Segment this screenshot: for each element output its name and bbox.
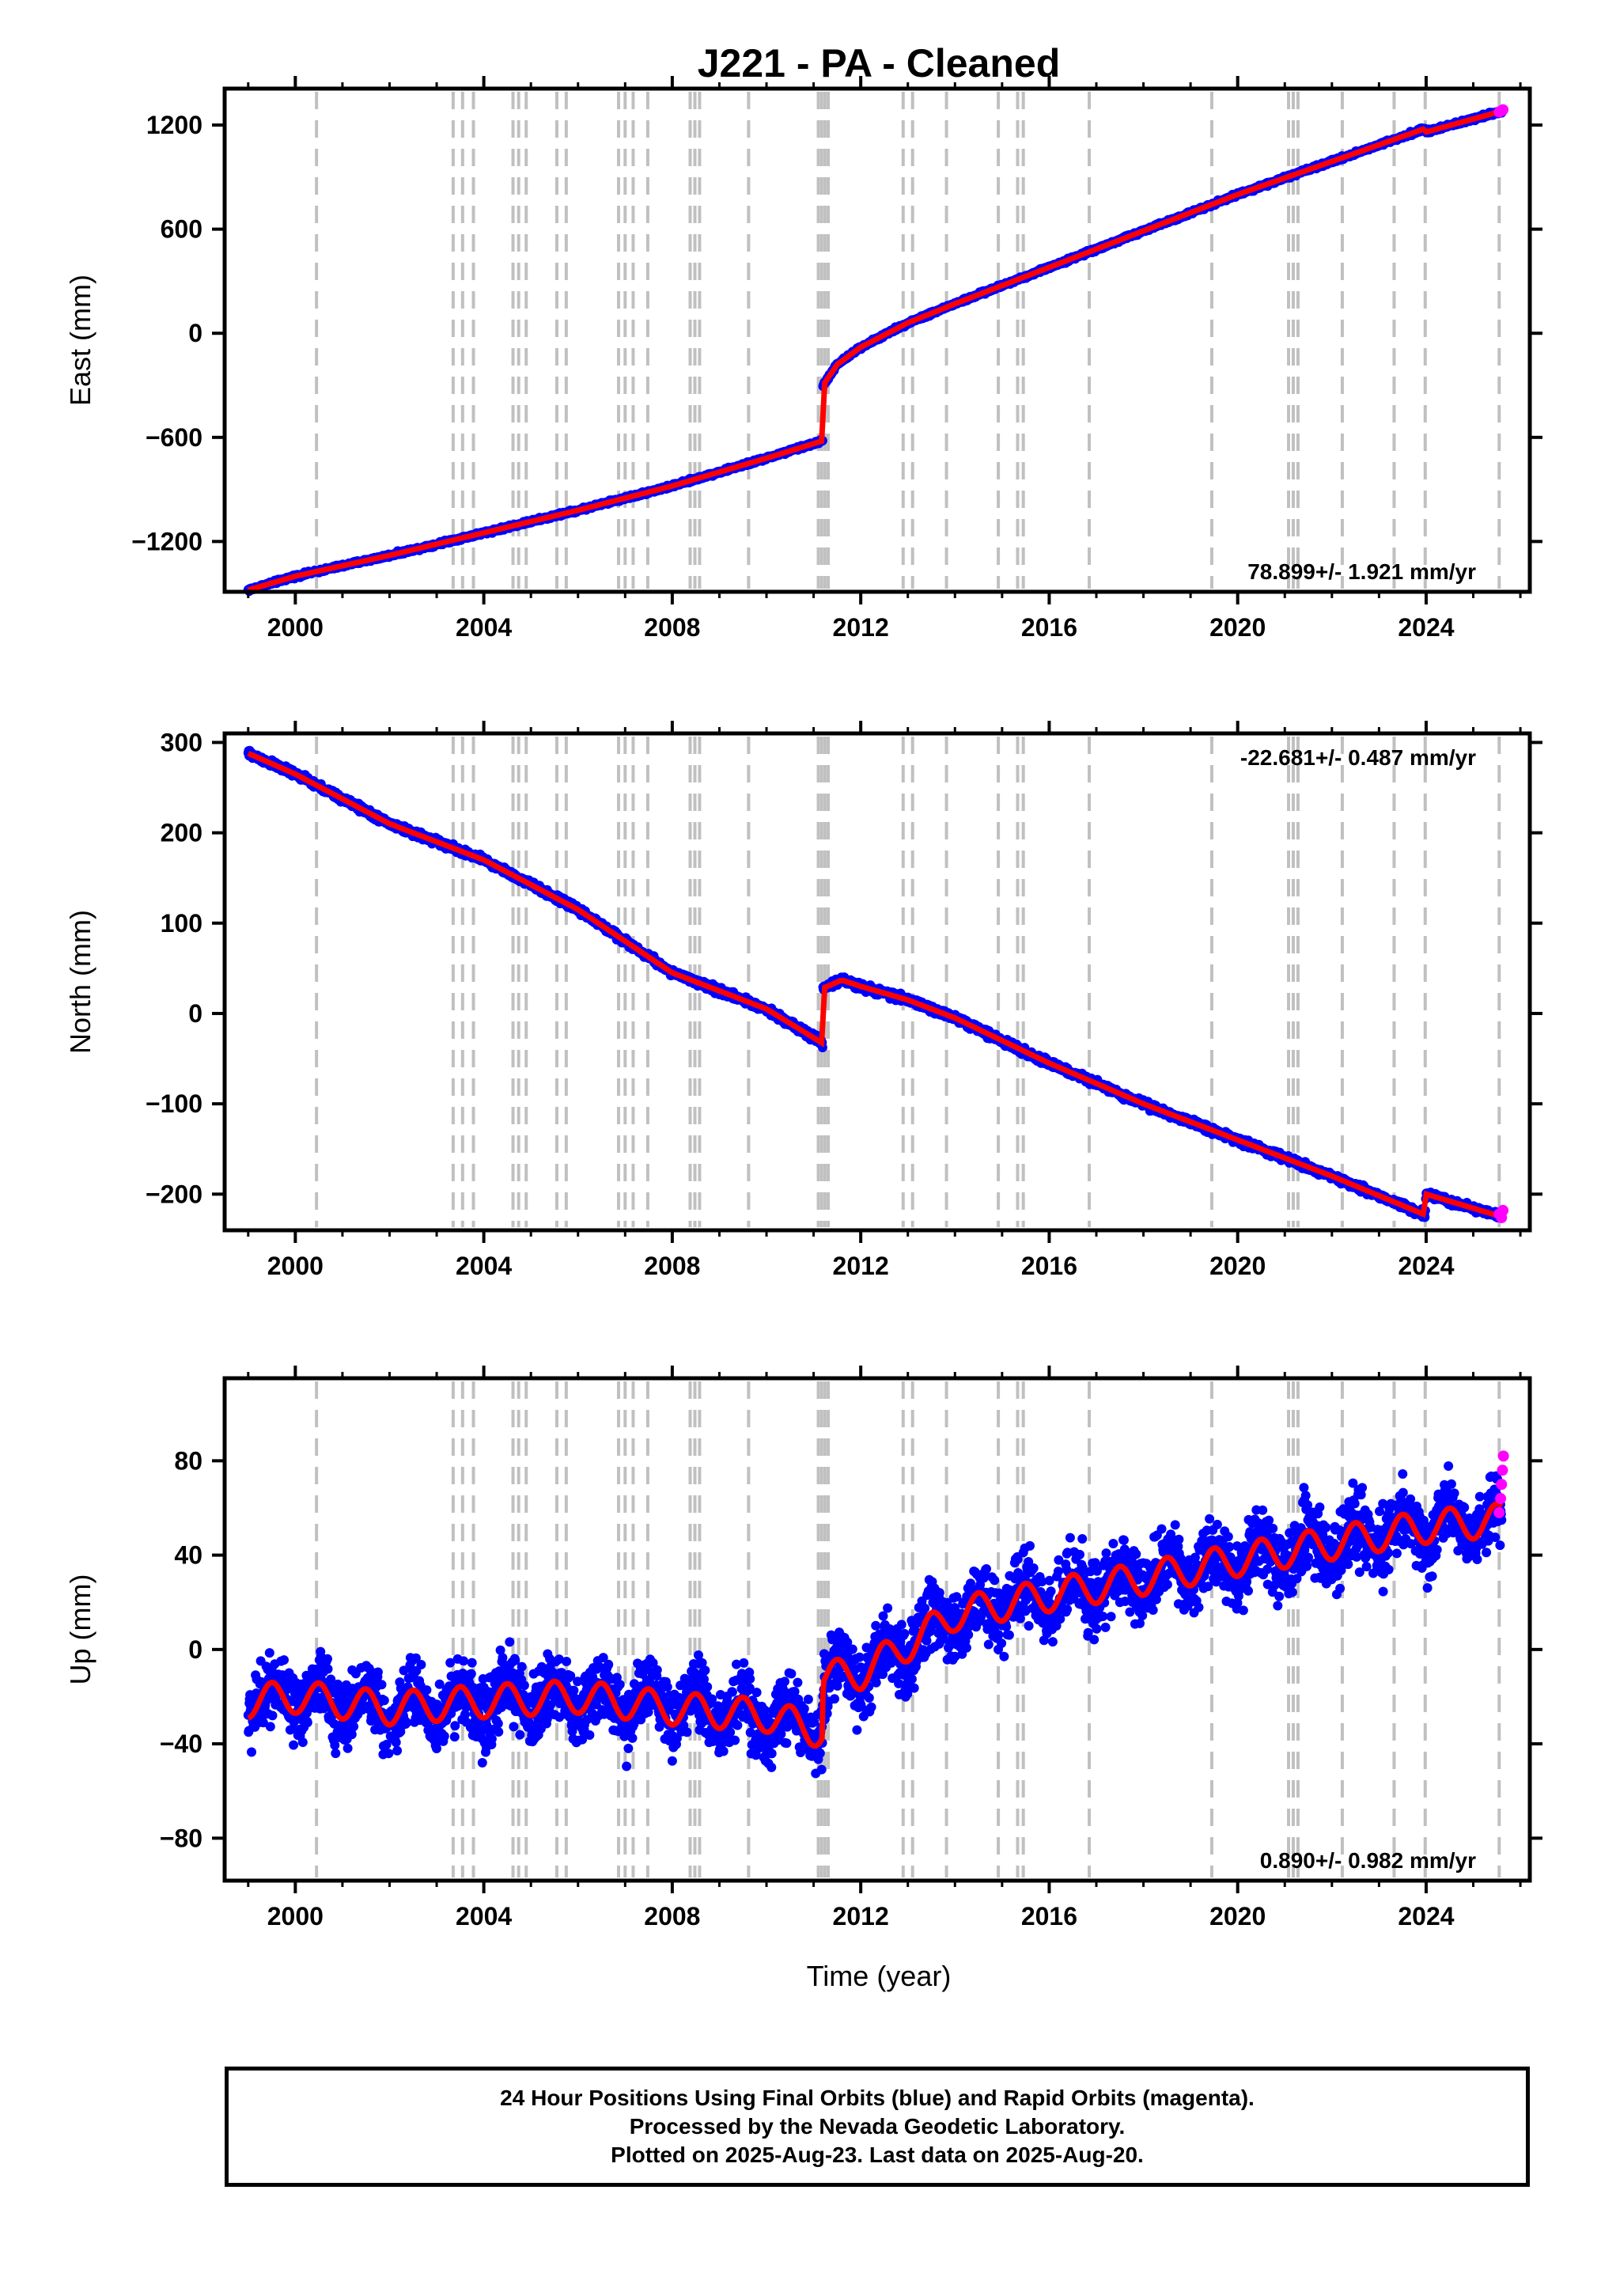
x-tick-label: 2020 — [1209, 613, 1266, 642]
x-tick-label: 2016 — [1021, 613, 1077, 642]
y-tick-label: −1200 — [131, 527, 202, 555]
x-tick-label: 2000 — [267, 613, 324, 642]
rapid-orbit-point — [1497, 104, 1509, 116]
chart-title: J221 - PA - Cleaned — [698, 41, 1061, 85]
y-tick-label: −600 — [146, 423, 202, 452]
panels: 2000 2004 2008 2012 2016 2020 2024 −1200 −600 0 60… — [64, 76, 1542, 1930]
y-tick-label: 600 — [161, 215, 202, 244]
x-tick-label: 2004 — [456, 613, 512, 642]
final-orbit-points — [243, 745, 1507, 1223]
panel-east: 2000 2004 2008 2012 2016 2020 2024 −1200 −600 0 60… — [64, 76, 1542, 642]
model-fit-line — [247, 108, 1503, 593]
x-tick-label: 2008 — [644, 613, 700, 642]
y-tick-label: 0 — [188, 319, 202, 347]
final-orbit-points — [243, 106, 1507, 597]
x-tick-label: 2024 — [1398, 613, 1454, 642]
x-tick-label: 2012 — [833, 613, 889, 642]
y-tick-label: 1200 — [146, 111, 202, 139]
panel-north: 2000 2004 2008 2012 2016 2020 2024−200−1000100… — [64, 721, 1542, 1280]
rate-label: 78.899+/- 1.921 mm/yr — [1247, 559, 1476, 584]
y-axis-label: East (mm) — [64, 275, 97, 406]
